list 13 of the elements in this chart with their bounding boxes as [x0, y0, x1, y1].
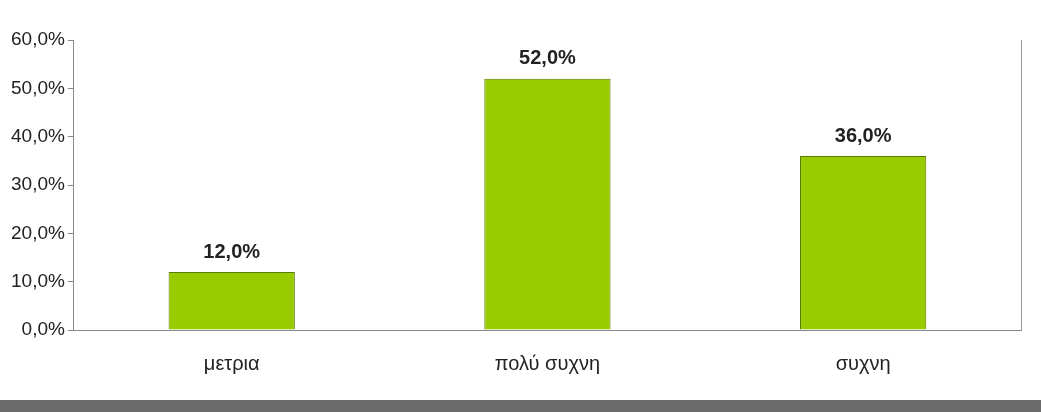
y-tick-label: 40,0%: [11, 124, 65, 146]
y-tick-label: 60,0%: [11, 28, 65, 50]
x-tick-label: συχνη: [835, 351, 891, 374]
y-tick-label: 10,0%: [11, 269, 65, 291]
y-tick-label: 50,0%: [11, 76, 65, 98]
data-label: 52,0%: [519, 46, 576, 69]
data-label: 36,0%: [834, 123, 892, 146]
data-label: 12,0%: [203, 239, 261, 262]
y-tick-label: 30,0%: [11, 173, 65, 195]
y-tick-label: 20,0%: [11, 221, 65, 243]
y-tick-label: 0,0%: [21, 318, 65, 340]
x-tick-label: πολύ συχνη: [494, 351, 601, 374]
x-tick-label: μετρια: [203, 351, 260, 374]
